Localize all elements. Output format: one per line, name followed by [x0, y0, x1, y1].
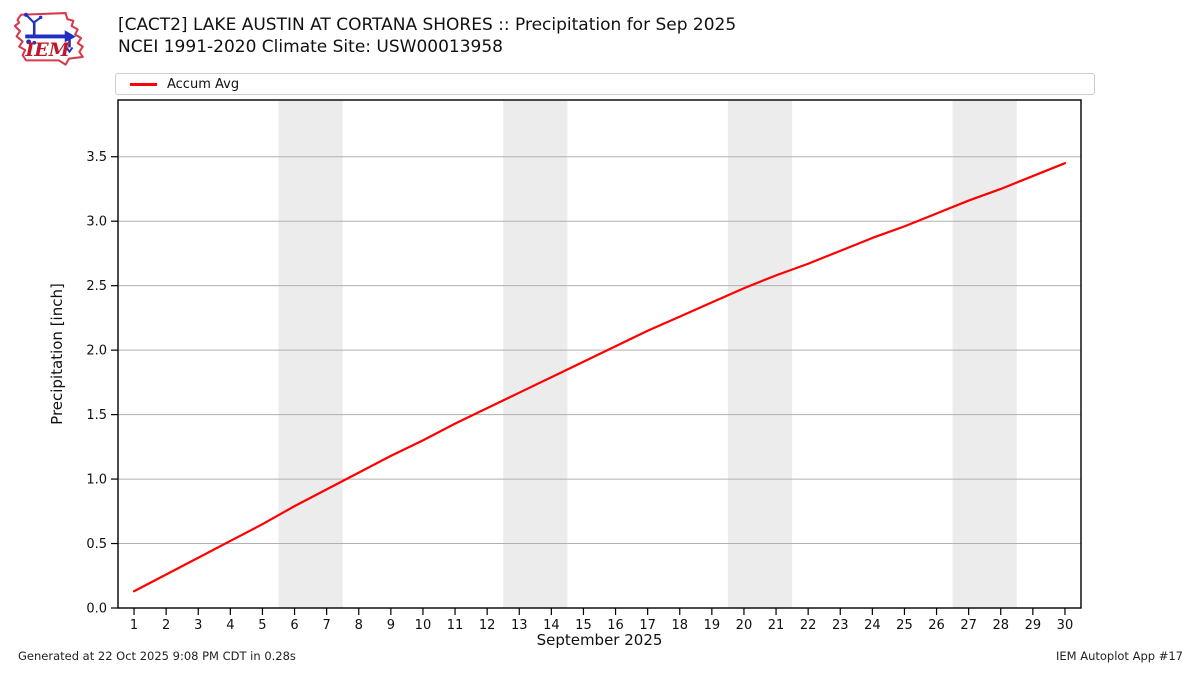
iem-logo: IEM: [13, 12, 84, 66]
y-tick-label: 0.0: [86, 602, 107, 617]
x-tick-label: 13: [511, 618, 528, 633]
weather-vane-icon: [23, 12, 76, 54]
y-tick-label: 3.5: [86, 150, 107, 165]
x-tick-label: 1: [130, 618, 138, 633]
legend: Accum Avg: [115, 73, 1095, 95]
y-tick-label: 1.5: [86, 408, 107, 423]
x-tick-label: 3: [194, 618, 202, 633]
x-tick-label: 2: [162, 618, 170, 633]
iowa-outline: [13, 12, 84, 66]
weekend-band: [952, 100, 1017, 608]
x-tick-label: 26: [928, 618, 945, 633]
x-tick-label: 27: [960, 618, 977, 633]
x-tick-label: 9: [387, 618, 395, 633]
y-tick-label: 2.0: [86, 344, 107, 359]
x-tick-label: 30: [1057, 618, 1074, 633]
x-tick-label: 8: [355, 618, 363, 633]
chart-title-block: [CACT2] LAKE AUSTIN AT CORTANA SHORES ::…: [118, 14, 736, 58]
y-tick-label: 2.5: [86, 279, 107, 294]
y-tick-label: 1.0: [86, 473, 107, 488]
x-tick-label: 24: [864, 618, 881, 633]
x-tick-label: 23: [832, 618, 849, 633]
x-tick-label: 29: [1025, 618, 1042, 633]
x-tick-label: 4: [226, 618, 234, 633]
legend-line-swatch: [130, 82, 157, 86]
logo-text: IEM: [24, 39, 70, 61]
legend-label: Accum Avg: [167, 76, 240, 92]
y-axis-label: Precipitation [inch]: [48, 283, 66, 425]
x-tick-label: 6: [290, 618, 298, 633]
x-tick-label: 28: [992, 618, 1009, 633]
x-tick-label: 20: [736, 618, 753, 633]
x-tick-label: 5: [258, 618, 266, 633]
x-tick-label: 7: [323, 618, 331, 633]
x-tick-label: 19: [704, 618, 721, 633]
x-tick-label: 15: [575, 618, 592, 633]
accum-avg-line: [132, 162, 1067, 593]
generated-timestamp: Generated at 22 Oct 2025 9:08 PM CDT in …: [18, 649, 296, 663]
weekend-band: [503, 100, 568, 608]
x-tick-label: 16: [607, 618, 624, 633]
x-tick-label: 21: [768, 618, 785, 633]
weekend-band: [278, 100, 343, 608]
y-tick-label: 0.5: [86, 537, 107, 552]
weekend-band: [727, 100, 793, 608]
x-tick-label: 12: [479, 618, 496, 633]
app-credit: IEM Autoplot App #17: [1055, 649, 1183, 663]
x-tick-label: 14: [543, 618, 560, 633]
chart-subtitle: NCEI 1991-2020 Climate Site: USW00013958: [118, 37, 503, 57]
x-tick-label: 11: [447, 618, 464, 633]
x-tick-label: 10: [415, 618, 432, 633]
x-axis-label: September 2025: [537, 631, 663, 649]
x-tick-label: 18: [671, 618, 688, 633]
x-tick-label: 25: [896, 618, 913, 633]
chart-title: [CACT2] LAKE AUSTIN AT CORTANA SHORES ::…: [118, 15, 737, 35]
y-tick-label: 3.0: [86, 215, 107, 230]
plot-frame: [117, 99, 1082, 609]
x-tick-label: 22: [800, 618, 817, 633]
x-tick-label: 17: [639, 618, 656, 633]
